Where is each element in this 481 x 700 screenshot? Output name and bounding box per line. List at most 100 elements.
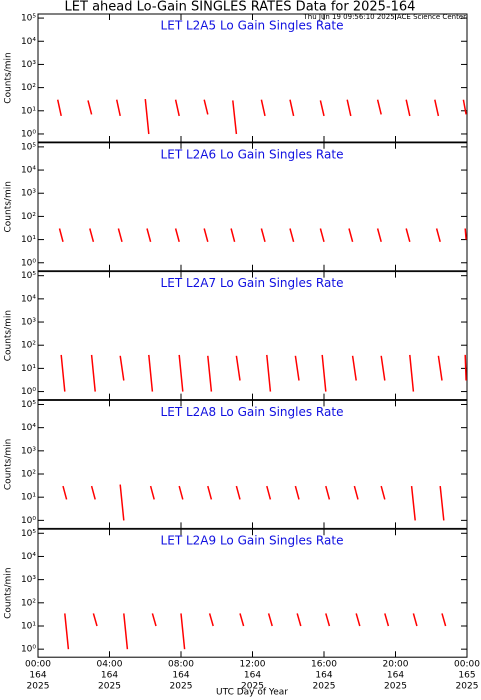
data-line [319, 100, 325, 117]
data-line [439, 486, 445, 521]
data-line [178, 354, 184, 392]
data-line [232, 100, 238, 135]
x-tick-day: 164 [387, 671, 404, 681]
data-line [296, 613, 302, 627]
data-line [380, 485, 386, 500]
x-tick-label: 00:00 [25, 660, 51, 670]
data-line [174, 228, 180, 242]
data-line [462, 99, 467, 115]
x-tick-label: 00:00 [454, 660, 480, 670]
data-line [405, 228, 411, 242]
data-line [119, 484, 125, 521]
data-line [412, 613, 418, 627]
data-line [180, 613, 186, 650]
y-tick-label: 10⁰ [21, 258, 36, 268]
data-line [355, 613, 361, 627]
data-line [464, 354, 467, 381]
plot-frame [37, 528, 468, 658]
data-line [117, 228, 123, 242]
data-line [89, 228, 95, 242]
x-tick-year: 2025 [170, 682, 193, 692]
y-tick-label: 10⁴ [21, 166, 36, 176]
data-line [441, 613, 447, 627]
y-axis-label: Counts/min [4, 310, 14, 361]
data-line [58, 228, 64, 242]
y-tick-label: 10⁵ [21, 529, 36, 539]
data-line [348, 228, 354, 242]
data-line [405, 99, 411, 117]
x-tick-label: 12:00 [240, 660, 266, 670]
x-tick-year: 2025 [27, 682, 50, 692]
y-tick-label: 10⁰ [21, 645, 36, 655]
data-line [351, 355, 357, 381]
data-line [325, 485, 331, 500]
timestamp: Thu Jun 19 09:56:10 2025 ACE Science Cen… [303, 13, 467, 21]
x-tick-day: 164 [244, 671, 261, 681]
page-title: LET ahead Lo-Gain SINGLES RATES Data for… [65, 0, 416, 15]
data-line [437, 355, 443, 381]
y-tick-label: 10³ [21, 318, 36, 328]
x-tick-label: 20:00 [383, 660, 409, 670]
data-line [319, 228, 325, 242]
y-tick-label: 10³ [21, 60, 36, 70]
panel-title: LET L2A7 Lo Gain Singles Rate [161, 276, 344, 290]
x-tick-day: 165 [458, 671, 475, 681]
data-line [148, 354, 154, 392]
data-line [346, 99, 352, 117]
data-line [207, 355, 213, 392]
data-line [294, 355, 300, 381]
data-line [144, 99, 150, 135]
x-tick-label: 04:00 [97, 660, 123, 670]
x-tick-year: 2025 [241, 682, 264, 692]
plot-frame [37, 271, 468, 401]
data-line [267, 613, 273, 627]
y-tick-label: 10² [21, 83, 36, 93]
y-tick-label: 10⁵ [21, 142, 36, 152]
data-line [149, 485, 155, 500]
y-tick-label: 10⁴ [21, 552, 36, 562]
data-line [151, 613, 157, 627]
data-line [260, 99, 266, 117]
data-line [60, 354, 66, 392]
data-line [115, 99, 121, 117]
data-line [235, 355, 241, 381]
data-line [230, 228, 236, 242]
x-tick-year: 2025 [384, 682, 407, 692]
y-tick-label: 10¹ [21, 364, 36, 374]
y-tick-label: 10¹ [21, 493, 36, 503]
data-line [376, 228, 382, 242]
y-tick-label: 10³ [21, 446, 36, 456]
data-line [376, 99, 382, 115]
plot-frame [37, 399, 468, 529]
data-line [464, 228, 467, 240]
y-tick-label: 10³ [21, 575, 36, 585]
data-line [325, 613, 331, 627]
y-tick-label: 10⁵ [21, 400, 36, 410]
data-line [353, 485, 359, 500]
data-line [178, 485, 184, 500]
data-line [64, 613, 70, 650]
y-axis-label: Counts/min [4, 567, 14, 618]
y-tick-label: 10⁰ [21, 129, 36, 139]
data-line [123, 613, 129, 650]
y-tick-label: 10⁵ [21, 14, 36, 24]
y-tick-label: 10⁴ [21, 37, 36, 47]
x-tick-year: 2025 [98, 682, 121, 692]
data-line [235, 485, 241, 500]
y-tick-label: 10¹ [21, 621, 36, 631]
data-line [207, 485, 213, 500]
x-tick-day: 164 [101, 671, 118, 681]
data-line [410, 486, 416, 521]
x-tick-day: 164 [172, 671, 189, 681]
x-tick-year: 2025 [313, 682, 336, 692]
y-tick-label: 10⁴ [21, 294, 36, 304]
y-tick-label: 10⁴ [21, 423, 36, 433]
data-line [434, 99, 440, 117]
data-line [203, 228, 209, 242]
y-tick-label: 10⁰ [21, 387, 36, 397]
data-line [435, 228, 441, 242]
data-line [203, 99, 209, 115]
data-line [62, 485, 68, 500]
data-line [174, 99, 180, 117]
